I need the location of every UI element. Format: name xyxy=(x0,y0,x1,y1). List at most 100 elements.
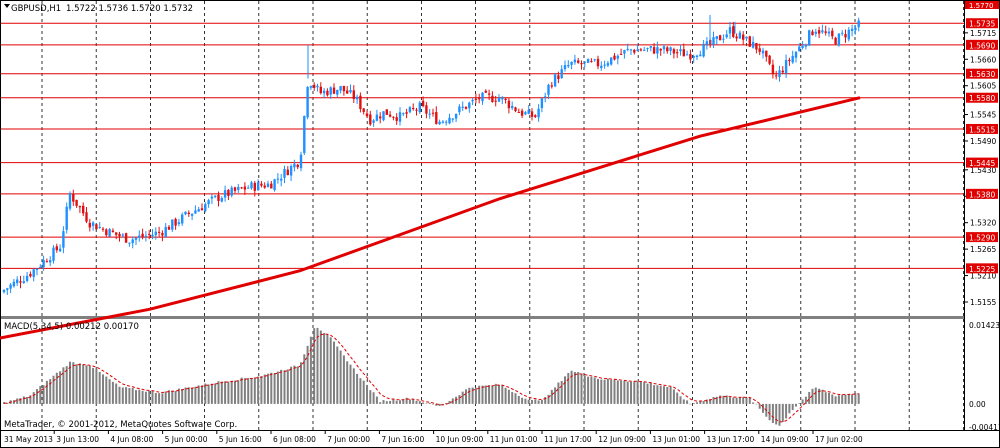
macd-bar xyxy=(210,383,213,404)
bull-candle xyxy=(65,206,68,230)
macd-bar xyxy=(32,392,35,404)
bear-candle xyxy=(771,64,775,75)
ohlc-values: 1.5722 1.5736 1.5720 1.5732 xyxy=(66,4,193,14)
macd-bar xyxy=(151,391,154,404)
level-label-bg xyxy=(966,188,998,199)
macd-bar xyxy=(564,376,566,404)
macd-bar xyxy=(405,397,408,404)
macd-bar xyxy=(663,386,665,404)
macd-bar xyxy=(844,394,847,404)
bear-candle xyxy=(517,111,520,113)
macd-bar xyxy=(296,366,299,404)
bull-candle xyxy=(501,96,504,100)
bull-candle xyxy=(91,222,95,227)
bull-candle xyxy=(204,204,207,212)
bull-candle xyxy=(184,211,187,215)
macd-bar xyxy=(309,336,312,404)
price-tick-label: 1.5210 xyxy=(970,272,996,281)
macd-bar xyxy=(613,379,616,404)
macd-bar xyxy=(633,381,636,404)
bull-candle xyxy=(751,41,755,48)
bull-candle xyxy=(540,98,544,109)
macd-bar xyxy=(115,383,118,404)
bull-candle xyxy=(336,89,339,95)
bull-candle xyxy=(266,183,270,187)
bear-candle xyxy=(748,36,751,47)
bull-candle xyxy=(316,85,319,88)
macd-bar xyxy=(16,398,19,404)
bear-candle xyxy=(758,48,761,52)
macd-bar xyxy=(273,372,276,404)
bear-candle xyxy=(514,107,517,112)
macd-bar xyxy=(758,403,761,409)
macd-bar xyxy=(62,367,65,404)
bear-candle xyxy=(672,49,676,54)
macd-bar xyxy=(514,393,517,404)
macd-bar xyxy=(382,400,385,404)
bull-candle xyxy=(210,196,214,199)
macd-bar xyxy=(636,381,639,404)
bear-candle xyxy=(124,233,128,243)
price-panel[interactable] xyxy=(1,1,964,316)
bull-candle xyxy=(636,49,639,52)
top-price-label-bg xyxy=(965,1,999,9)
bear-candle xyxy=(484,90,487,93)
macd-bar xyxy=(808,391,811,404)
bull-candle xyxy=(303,115,306,153)
panel-separator[interactable] xyxy=(1,316,964,319)
bear-candle xyxy=(263,185,266,188)
time-tick-label: 5 Jun 00:00 xyxy=(165,435,208,444)
macd-bar xyxy=(177,388,180,404)
bear-candle xyxy=(415,109,418,111)
macd-bar xyxy=(39,386,42,404)
macd-bar xyxy=(276,371,279,404)
macd-bar xyxy=(52,375,55,404)
level-label: 1.5630 xyxy=(969,70,995,79)
macd-bar xyxy=(620,381,623,404)
macd-bar xyxy=(732,397,735,404)
macd-bar xyxy=(583,375,586,404)
bull-candle xyxy=(702,43,705,57)
macd-bar xyxy=(560,380,563,404)
macd-bar xyxy=(814,387,817,404)
bull-candle xyxy=(299,154,303,169)
bull-candle xyxy=(791,55,794,63)
macd-bar xyxy=(795,403,797,407)
macd-bar xyxy=(577,372,580,404)
bear-candle xyxy=(72,193,75,202)
bull-candle xyxy=(600,65,603,69)
moving-average-line xyxy=(0,96,861,340)
bull-candle xyxy=(738,32,742,39)
macd-histogram xyxy=(3,327,860,426)
macd-bar xyxy=(755,403,758,405)
bull-candle xyxy=(629,49,633,51)
macd-bar xyxy=(422,402,425,404)
macd-bar xyxy=(521,397,524,404)
macd-bar xyxy=(484,385,487,404)
macd-bar xyxy=(646,383,649,404)
macd-panel[interactable] xyxy=(1,320,964,430)
bull-candle xyxy=(194,210,197,214)
bear-candle xyxy=(735,36,738,39)
macd-bar xyxy=(458,395,461,404)
bull-candle xyxy=(725,34,728,38)
bull-candle xyxy=(699,54,702,57)
bull-candle xyxy=(207,200,210,205)
bear-candle xyxy=(346,90,349,94)
bear-candle xyxy=(82,205,85,214)
bear-candle xyxy=(161,232,164,236)
bear-candle xyxy=(148,233,151,235)
macd-bar xyxy=(445,402,448,404)
bull-candle xyxy=(854,27,857,31)
bear-candle xyxy=(831,30,834,37)
macd-bar xyxy=(158,393,161,404)
level-label-bg xyxy=(966,232,998,243)
macd-tick-label: 0.00 xyxy=(969,400,986,409)
macd-bar xyxy=(791,403,794,411)
time-tick-label: 7 Jun 16:00 xyxy=(381,435,424,444)
bull-candle xyxy=(814,31,817,34)
bull-candle xyxy=(669,47,672,51)
level-label-bg xyxy=(966,18,998,29)
macd-bar xyxy=(824,392,827,404)
